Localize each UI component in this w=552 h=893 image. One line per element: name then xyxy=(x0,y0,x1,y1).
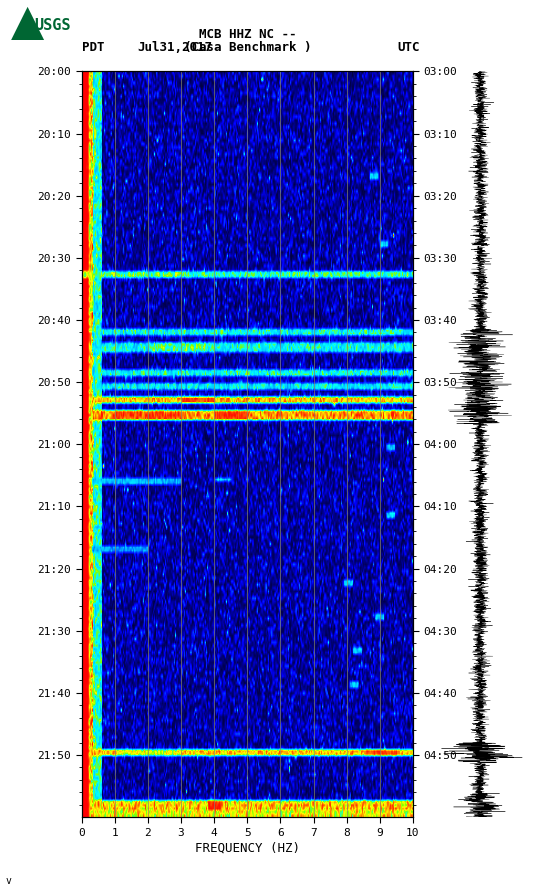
Polygon shape xyxy=(11,7,44,40)
X-axis label: FREQUENCY (HZ): FREQUENCY (HZ) xyxy=(195,842,300,855)
Text: USGS: USGS xyxy=(34,19,71,33)
Text: PDT: PDT xyxy=(82,41,104,54)
Text: (Casa Benchmark ): (Casa Benchmark ) xyxy=(184,41,311,54)
Text: v: v xyxy=(6,876,12,886)
Text: UTC: UTC xyxy=(397,41,420,54)
Text: Jul31,2017: Jul31,2017 xyxy=(137,41,212,54)
Text: MCB HHZ NC --: MCB HHZ NC -- xyxy=(199,28,296,41)
